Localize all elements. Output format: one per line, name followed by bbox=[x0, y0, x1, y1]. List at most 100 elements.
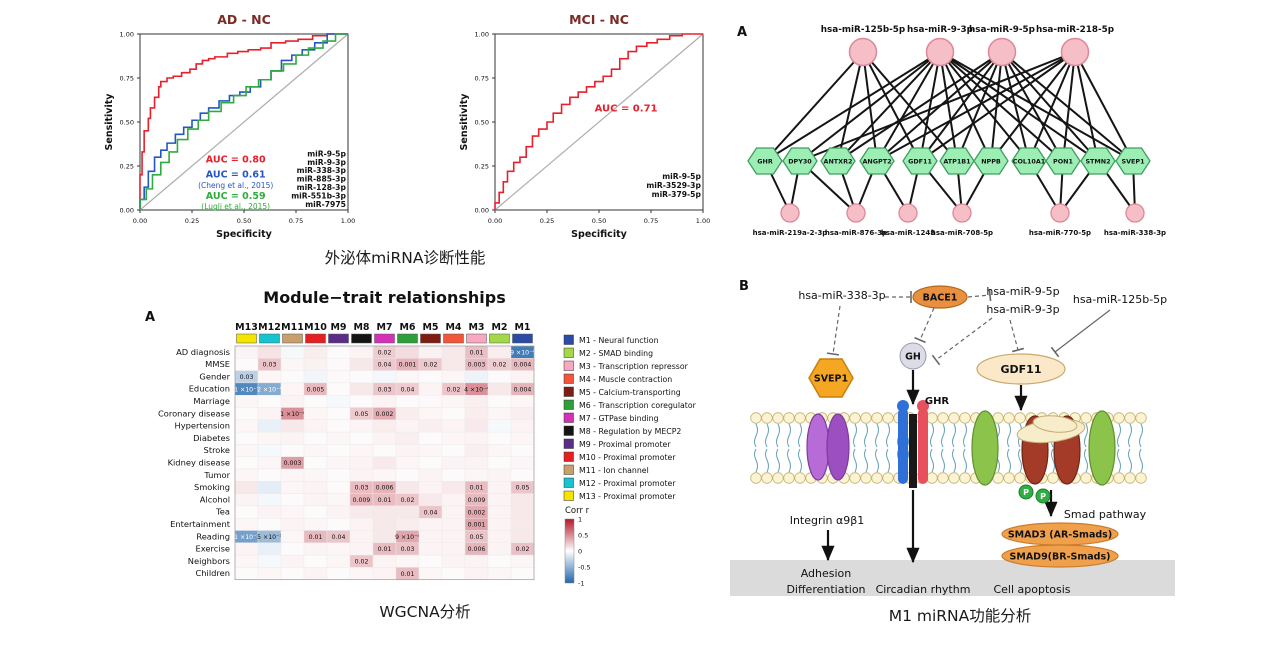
y-tick-label: 0.25 bbox=[120, 162, 134, 170]
heatmap-cell bbox=[349, 431, 374, 445]
heatmap-cell bbox=[464, 554, 489, 568]
network-edge bbox=[939, 51, 1030, 162]
network-edge bbox=[939, 51, 992, 162]
mirna-list-item: miR-379-5p bbox=[652, 190, 702, 199]
lipid-head bbox=[794, 472, 806, 484]
y-tick-label: 0.25 bbox=[475, 162, 489, 170]
heatmap-cell bbox=[349, 542, 374, 556]
heatmap-cell bbox=[326, 394, 351, 408]
heatmap-cell bbox=[510, 394, 535, 408]
heatmap-cell bbox=[257, 394, 282, 408]
network-edge bbox=[876, 51, 941, 162]
heatmap-cell bbox=[418, 407, 443, 421]
p-value-label: 1 ×10⁻⁷ bbox=[234, 386, 259, 393]
heatmap-cell bbox=[441, 407, 466, 421]
pathway-text: Integrin α9β1 bbox=[790, 514, 865, 527]
module-color-swatch bbox=[489, 333, 510, 344]
lipid-head bbox=[772, 472, 784, 484]
p-value-label: 0.04 bbox=[401, 386, 415, 393]
p-value-label: 0.009 bbox=[353, 497, 371, 504]
network-edge bbox=[919, 51, 1003, 162]
inhibition-bar bbox=[1011, 347, 1025, 353]
heatmap-cell bbox=[326, 345, 351, 359]
lipid-tail bbox=[864, 448, 868, 473]
module-color-swatch bbox=[466, 333, 487, 344]
network-edge bbox=[1062, 51, 1076, 162]
heatmap-cell bbox=[487, 468, 512, 482]
lipid-tail bbox=[776, 448, 780, 473]
legend-swatch bbox=[563, 412, 574, 423]
diagonal-reference-line bbox=[494, 33, 704, 211]
row-label: Stroke bbox=[204, 445, 230, 455]
heatmap-cell bbox=[372, 419, 397, 433]
p-value-label: 9 ×10⁻⁴ bbox=[510, 349, 535, 356]
network-edge bbox=[939, 51, 1134, 162]
svep1-label: SVEP1 bbox=[814, 374, 848, 385]
lipid-head bbox=[1003, 472, 1015, 484]
heatmap-cell bbox=[303, 554, 328, 568]
lipid-tail bbox=[963, 423, 967, 448]
receptor-green bbox=[1088, 410, 1116, 486]
p-value-label: 4 ×10⁻⁴ bbox=[464, 386, 489, 393]
heatmap-cell bbox=[441, 370, 466, 384]
heatmap-cell bbox=[487, 481, 512, 494]
heatmap-cell bbox=[234, 407, 259, 421]
heatmap-cell bbox=[487, 505, 512, 519]
heatmap-cell bbox=[257, 431, 282, 445]
p-value-label: 0.03 bbox=[240, 374, 254, 381]
mirna-node bbox=[987, 37, 1017, 67]
gene-label: GDF11 bbox=[908, 157, 932, 165]
roc-curve bbox=[139, 33, 348, 210]
inhibition-line bbox=[832, 305, 841, 355]
heatmap-cell bbox=[326, 431, 351, 445]
lipid-head bbox=[783, 472, 795, 484]
lipid-tail bbox=[765, 423, 769, 448]
p-value-label: 0.03 bbox=[263, 362, 277, 369]
y-tick-label: 0.50 bbox=[475, 118, 489, 126]
heatmap-cell bbox=[349, 419, 374, 433]
heatmap-cell bbox=[487, 444, 512, 457]
phospho-label: P bbox=[1023, 488, 1029, 497]
network-edge bbox=[1001, 51, 1134, 162]
lipid-head bbox=[783, 412, 795, 424]
lipid-tail bbox=[952, 423, 956, 448]
panel-label: A bbox=[145, 310, 155, 325]
roc-plot-ad-nc: AD - NC 0.00 0.00 0.25 0.25 0.50 0.50 0.75 0.75 1… bbox=[104, 12, 355, 240]
row-label: Hypertension bbox=[174, 421, 230, 431]
x-tick-label: 0.00 bbox=[133, 217, 147, 225]
network-edge bbox=[1028, 51, 1076, 162]
gene-label: DPY30 bbox=[788, 157, 812, 165]
heatmap-cell bbox=[234, 542, 259, 556]
auc-label: AUC = 0.80 bbox=[206, 154, 266, 165]
inhibition-bar bbox=[914, 336, 926, 344]
heatmap-cell bbox=[372, 456, 397, 470]
heatmap-cell bbox=[372, 567, 397, 580]
row-label: Smoking bbox=[194, 482, 230, 492]
p-value-label: 0.001 bbox=[399, 362, 417, 369]
mirna-gene-network: A GHR DPY30 ANTXR2 ANGPT2 GDF11 ATP1B1 NPPB COL1… bbox=[737, 25, 1166, 237]
lipid-head bbox=[871, 472, 883, 484]
heatmap-cell bbox=[510, 407, 535, 421]
legend-label: M2 - SMAD binding bbox=[579, 349, 653, 358]
heatmap-cell bbox=[487, 419, 512, 433]
p-value-label: 0.002 bbox=[468, 509, 486, 516]
mirna-label: hsa-miR-338-3p bbox=[1104, 229, 1166, 237]
gene-node bbox=[902, 147, 938, 175]
lipid-head bbox=[860, 472, 872, 484]
lipid-tail bbox=[941, 423, 945, 448]
lipid-head bbox=[772, 412, 784, 424]
heatmap-cell bbox=[280, 358, 305, 371]
legend-swatch bbox=[563, 438, 574, 449]
p-value-label: 0.02 bbox=[516, 546, 530, 553]
gene-label: ANTXR2 bbox=[824, 157, 853, 165]
mirna-list-item: miR-3529-3p bbox=[646, 181, 701, 190]
p-value-label: 0.05 bbox=[516, 485, 530, 492]
caption-roc: 外泌体miRNA诊断性能 bbox=[324, 249, 486, 267]
heatmap-cell bbox=[441, 554, 466, 568]
lipid-head bbox=[1113, 412, 1125, 424]
p-value-label: 0.04 bbox=[424, 509, 438, 516]
lipid-tail bbox=[1128, 448, 1132, 473]
network-edge bbox=[799, 51, 941, 162]
inhibition-line bbox=[1009, 319, 1019, 351]
heatmap-cell bbox=[234, 505, 259, 519]
